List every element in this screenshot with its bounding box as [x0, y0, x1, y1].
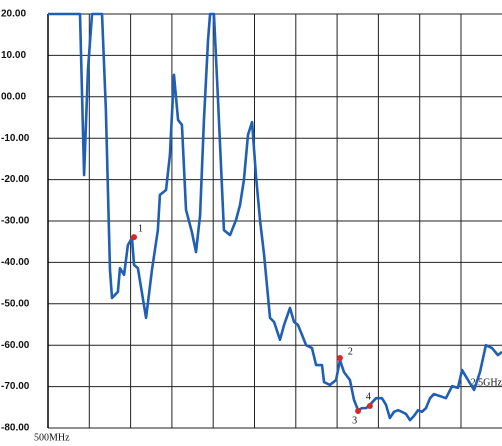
marker-label: 4 — [366, 391, 371, 402]
y-tick-label: 10.00 — [1, 50, 26, 61]
y-tick-label: -80.00 — [1, 423, 30, 434]
marker-point — [336, 355, 343, 362]
trace — [48, 12, 502, 422]
y-tick-label: 20.00 — [1, 9, 26, 20]
y-tick-label: -20.00 — [1, 174, 30, 185]
y-tick-label: -30.00 — [1, 216, 30, 227]
y-tick-label: -70.00 — [1, 381, 30, 392]
marker-point — [131, 234, 138, 241]
x-tick-label: 2.5GHz — [471, 377, 502, 388]
x-tick-label: 500MHz — [34, 432, 70, 443]
y-tick-label: -50.00 — [1, 298, 30, 309]
marker-point — [366, 403, 373, 410]
marker-label: 2 — [348, 346, 353, 357]
y-tick-label: 00.00 — [1, 91, 26, 102]
marker-label: 1 — [138, 223, 143, 234]
y-tick-label: -60.00 — [1, 340, 30, 351]
marker-label: 3 — [352, 415, 357, 426]
y-tick-label: -10.00 — [1, 133, 30, 144]
y-tick-label: -40.00 — [1, 257, 30, 268]
marker-point — [355, 408, 362, 415]
